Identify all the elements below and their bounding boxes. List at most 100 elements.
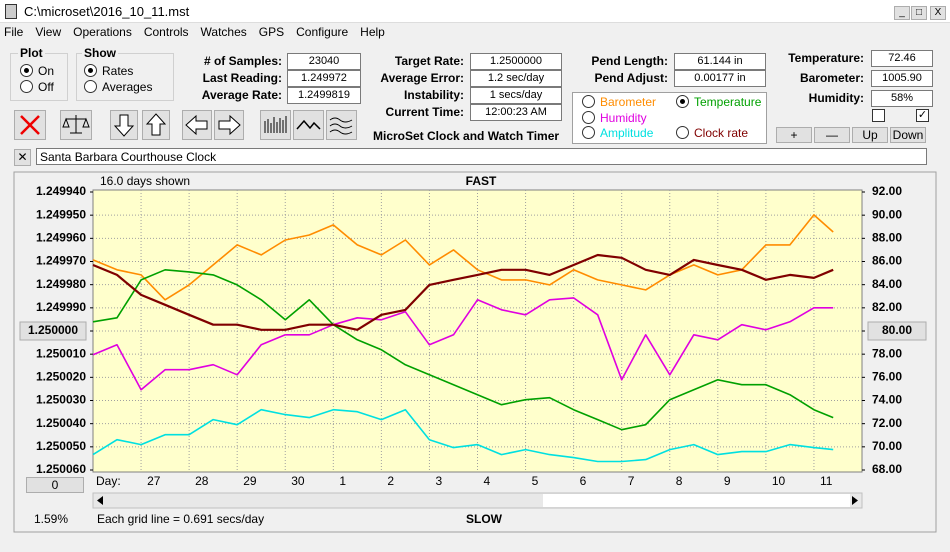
menu-item[interactable]: Watches xyxy=(200,25,247,39)
y2-tick-label: 68.00 xyxy=(872,462,902,476)
menu-item[interactable]: Controls xyxy=(143,25,189,39)
y-tick-label: 1.249990 xyxy=(36,300,86,314)
radio-label: Averages xyxy=(102,80,153,94)
readout-label: Average Error: xyxy=(380,71,464,85)
y-tick-label: 1.249970 xyxy=(36,254,86,268)
radio[interactable] xyxy=(582,95,595,108)
window-title: C:\microset\2016_10_11.mst xyxy=(24,4,190,19)
wave-button[interactable] xyxy=(326,110,357,140)
checkbox[interactable]: ✓ xyxy=(916,109,929,122)
radio[interactable]: Rates xyxy=(84,64,133,78)
button[interactable]: Down xyxy=(890,127,926,143)
radio[interactable]: On xyxy=(20,64,54,78)
y2-tick-label: 78.00 xyxy=(872,346,902,360)
legend-entry[interactable]: Amplitude xyxy=(582,126,653,140)
title-bar xyxy=(0,0,950,23)
up-button[interactable] xyxy=(142,110,170,140)
x-tick-label: 11 xyxy=(820,474,833,488)
readout-value: 23040 xyxy=(287,53,361,70)
close[interactable]: X xyxy=(930,6,946,20)
x-tick-label: 9 xyxy=(724,474,731,488)
app-icon xyxy=(5,4,17,19)
menu-item[interactable]: GPS xyxy=(258,25,285,39)
radio[interactable] xyxy=(676,126,689,139)
readout-value: 1.2499819 xyxy=(287,87,361,104)
menu-item[interactable]: Help xyxy=(360,25,385,39)
left-button[interactable] xyxy=(182,110,212,140)
menu-item[interactable]: File xyxy=(4,25,24,39)
bars-button[interactable] xyxy=(260,110,291,140)
slow-label: SLOW xyxy=(466,512,503,526)
x-tick-label: 1 xyxy=(339,474,346,488)
legend-label: Amplitude xyxy=(600,126,654,140)
readout-label: Pend Adjust: xyxy=(594,71,668,85)
y2-tick-label: 82.00 xyxy=(872,300,902,314)
button[interactable]: — xyxy=(814,127,850,143)
zero-button[interactable]: 0 xyxy=(26,477,84,493)
x-tick-label: 2 xyxy=(387,474,394,488)
menu-item[interactable]: View xyxy=(35,25,62,39)
y-tick-label: 1.250020 xyxy=(36,370,86,384)
radio[interactable]: Averages xyxy=(84,80,152,94)
readout-label: Humidity: xyxy=(808,91,864,105)
minimize[interactable]: _ xyxy=(894,6,910,20)
y2-tick-label: 92.00 xyxy=(872,184,902,198)
maximize[interactable]: □ xyxy=(911,6,927,20)
readout-value: 12:00:23 AM xyxy=(470,104,562,121)
y2-tick-label: 74.00 xyxy=(872,393,902,407)
x-tick-label: 27 xyxy=(147,474,161,488)
checkbox[interactable] xyxy=(872,109,885,122)
y-tick-label: 1.249980 xyxy=(36,277,86,291)
legend-entry[interactable]: Temperature xyxy=(676,95,761,109)
series-line xyxy=(92,408,834,463)
y-tick-label: 1.250000 xyxy=(28,323,78,337)
y-tick-label: 1.249940 xyxy=(36,184,86,198)
show-group xyxy=(76,53,174,101)
x-tick-label: 3 xyxy=(435,474,442,488)
series-selector xyxy=(572,92,767,144)
x-tick-label: 6 xyxy=(580,474,587,488)
readout-label: Instability: xyxy=(403,88,464,102)
radio[interactable]: Off xyxy=(20,80,54,94)
readout-label: Average Rate: xyxy=(201,88,282,102)
legend-entry[interactable]: Humidity xyxy=(582,111,647,125)
scroll-thumb[interactable] xyxy=(543,494,850,507)
y-tick-label: 1.250030 xyxy=(36,393,86,407)
radio[interactable] xyxy=(676,95,689,108)
clock-name[interactable]: Santa Barbara Courthouse Clock xyxy=(36,148,927,165)
legend-entry[interactable]: Clock rate xyxy=(676,126,748,140)
readout-label: Target Rate: xyxy=(394,54,464,68)
readout-value: 61.144 in xyxy=(674,53,766,70)
legend-entry[interactable]: Barometer xyxy=(582,95,656,109)
readout-value: 1 secs/day xyxy=(470,87,562,104)
scale-button[interactable] xyxy=(60,110,92,140)
x-tick-label: 29 xyxy=(243,474,257,488)
readout-label: Last Reading: xyxy=(202,71,282,85)
down-button[interactable] xyxy=(110,110,138,140)
menu-item[interactable]: Configure xyxy=(296,25,349,39)
readout-value: 1.249972 xyxy=(287,70,361,87)
x-tick-label: 4 xyxy=(484,474,491,488)
x-tick-label: 7 xyxy=(628,474,635,488)
clear-name[interactable]: ✕ xyxy=(14,149,31,166)
menu-item[interactable]: Operations xyxy=(73,25,132,39)
line-button[interactable] xyxy=(293,110,324,140)
readout-value: 1.2500000 xyxy=(470,53,562,70)
scrollbar[interactable] xyxy=(92,492,863,509)
right-button[interactable] xyxy=(214,110,244,140)
y-tick-label: 1.249960 xyxy=(36,231,86,245)
app-label: MicroSet Clock and Watch Timer xyxy=(373,129,560,143)
y2-tick-label: 88.00 xyxy=(872,231,902,245)
series-line xyxy=(92,214,834,301)
grid-note: Each grid line = 0.691 secs/day xyxy=(97,512,264,526)
clear-button[interactable] xyxy=(14,110,46,140)
legend-label: Temperature xyxy=(694,95,762,109)
legend-label: Barometer xyxy=(600,95,657,109)
readout-label: Temperature: xyxy=(788,51,864,65)
radio[interactable] xyxy=(582,111,595,124)
button[interactable]: + xyxy=(776,127,812,143)
legend-label: Humidity xyxy=(600,111,647,125)
readout-label: Current Time: xyxy=(385,105,464,119)
button[interactable]: Up xyxy=(852,127,888,143)
radio[interactable] xyxy=(582,126,595,139)
